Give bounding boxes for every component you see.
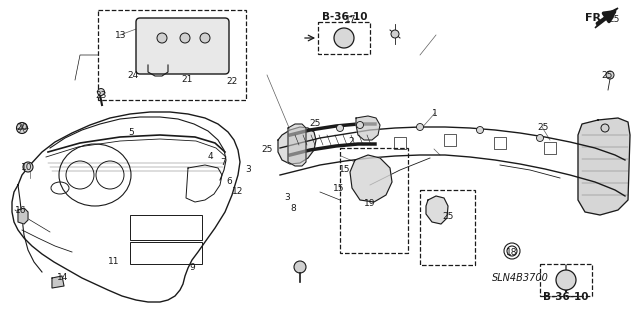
Text: 15: 15 <box>339 165 350 174</box>
Circle shape <box>536 135 543 142</box>
Text: 25: 25 <box>442 212 454 221</box>
Bar <box>544 142 556 154</box>
Circle shape <box>477 127 483 133</box>
Polygon shape <box>288 124 306 166</box>
Text: 25: 25 <box>262 145 273 154</box>
Text: 10: 10 <box>21 163 33 172</box>
Text: 17: 17 <box>345 15 356 24</box>
Text: SLN4B3700: SLN4B3700 <box>492 273 548 283</box>
Text: 24: 24 <box>127 71 139 80</box>
Bar <box>394 137 406 149</box>
Bar <box>130 242 202 264</box>
Polygon shape <box>356 116 380 140</box>
Circle shape <box>417 123 424 130</box>
Text: 14: 14 <box>57 273 68 282</box>
Text: B-36-10: B-36-10 <box>543 292 589 302</box>
Text: 11: 11 <box>108 257 120 266</box>
Text: 1: 1 <box>433 109 438 118</box>
Text: B-36-10: B-36-10 <box>323 12 368 22</box>
Text: 2: 2 <box>348 137 353 146</box>
Polygon shape <box>18 208 28 224</box>
Text: 4: 4 <box>207 152 212 161</box>
Text: 18: 18 <box>506 248 518 256</box>
Polygon shape <box>595 8 618 28</box>
Text: 3: 3 <box>284 193 289 202</box>
Text: 25: 25 <box>309 119 321 128</box>
Circle shape <box>356 122 364 129</box>
Circle shape <box>23 162 33 172</box>
Polygon shape <box>52 276 64 288</box>
Polygon shape <box>278 127 316 164</box>
Circle shape <box>200 33 210 43</box>
Text: 8: 8 <box>291 204 296 213</box>
Text: 3: 3 <box>246 165 251 174</box>
Text: 23: 23 <box>95 91 107 100</box>
Text: 21: 21 <box>181 75 193 84</box>
Circle shape <box>337 124 344 131</box>
Text: 19: 19 <box>364 199 376 208</box>
Text: 12: 12 <box>232 187 244 196</box>
Circle shape <box>17 122 28 133</box>
Text: 13: 13 <box>115 31 126 40</box>
Text: 20: 20 <box>17 123 28 132</box>
Text: 22: 22 <box>226 77 237 86</box>
Text: 25: 25 <box>537 123 548 132</box>
Text: 15: 15 <box>333 184 345 193</box>
Polygon shape <box>426 196 448 224</box>
Bar <box>130 215 202 240</box>
Circle shape <box>157 33 167 43</box>
Polygon shape <box>350 155 392 202</box>
Circle shape <box>556 270 576 290</box>
Circle shape <box>606 71 614 79</box>
Polygon shape <box>578 118 630 215</box>
Circle shape <box>391 30 399 38</box>
Text: 6: 6 <box>227 177 232 186</box>
Text: 25: 25 <box>609 15 620 24</box>
Text: 25: 25 <box>601 71 612 80</box>
Text: 16: 16 <box>15 206 26 215</box>
Bar <box>444 134 456 146</box>
Circle shape <box>180 33 190 43</box>
Circle shape <box>334 28 354 48</box>
Text: 5: 5 <box>129 128 134 137</box>
Text: FR.: FR. <box>585 13 605 23</box>
Text: 9: 9 <box>189 263 195 272</box>
Text: 7: 7 <box>220 158 225 167</box>
Circle shape <box>97 88 104 95</box>
FancyBboxPatch shape <box>136 18 229 74</box>
Bar <box>494 137 506 149</box>
Circle shape <box>601 124 609 132</box>
Circle shape <box>294 261 306 273</box>
